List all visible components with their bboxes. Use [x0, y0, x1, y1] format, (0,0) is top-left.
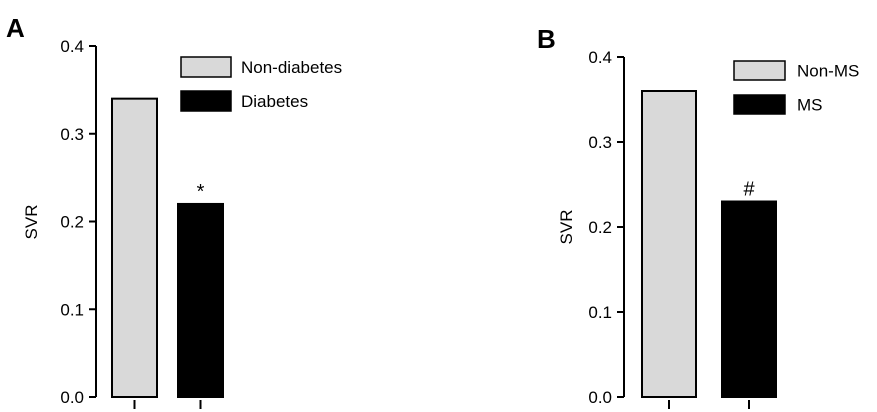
- panel-letter: B: [537, 24, 556, 54]
- significance-marker: *: [197, 181, 205, 203]
- y-tick-label: 0.4: [588, 48, 612, 67]
- y-tick-label: 0.3: [588, 133, 612, 152]
- legend-swatch: [733, 60, 786, 81]
- legend-swatch: [180, 90, 232, 112]
- legend-label: Diabetes: [241, 92, 308, 111]
- y-tick-label: 0.0: [588, 388, 612, 407]
- y-tick-label: 0.1: [588, 303, 612, 322]
- panel-a: A 0.0 0.1 0.2 0.3 0.4 SVR * Non-diabetes Diabetes: [6, 13, 342, 409]
- legend-swatch: [733, 94, 786, 115]
- y-tick-label: 0.2: [60, 213, 84, 232]
- panel-b: B 0.0 0.1 0.2 0.3 0.4 SVR # Non-MS MS: [537, 24, 859, 409]
- panel-letter: A: [6, 13, 25, 43]
- y-tick-label: 0.2: [588, 218, 612, 237]
- legend-label: Non-MS: [797, 62, 859, 81]
- y-tick-label: 0.3: [60, 125, 84, 144]
- y-axis-label: SVR: [557, 210, 576, 245]
- legend-swatch: [180, 56, 232, 78]
- y-tick-label: 0.0: [60, 388, 84, 407]
- y-tick-label: 0.4: [60, 37, 84, 56]
- significance-marker: #: [743, 179, 755, 201]
- bar-diabetes: [177, 202, 224, 398]
- bar-ms: [721, 200, 777, 398]
- bar-non-diabetes: [111, 97, 158, 399]
- bar-non-ms: [641, 90, 697, 398]
- y-axis-label: SVR: [22, 205, 41, 240]
- y-tick-label: 0.1: [60, 300, 84, 319]
- legend-label: MS: [797, 96, 823, 115]
- legend-label: Non-diabetes: [241, 58, 342, 77]
